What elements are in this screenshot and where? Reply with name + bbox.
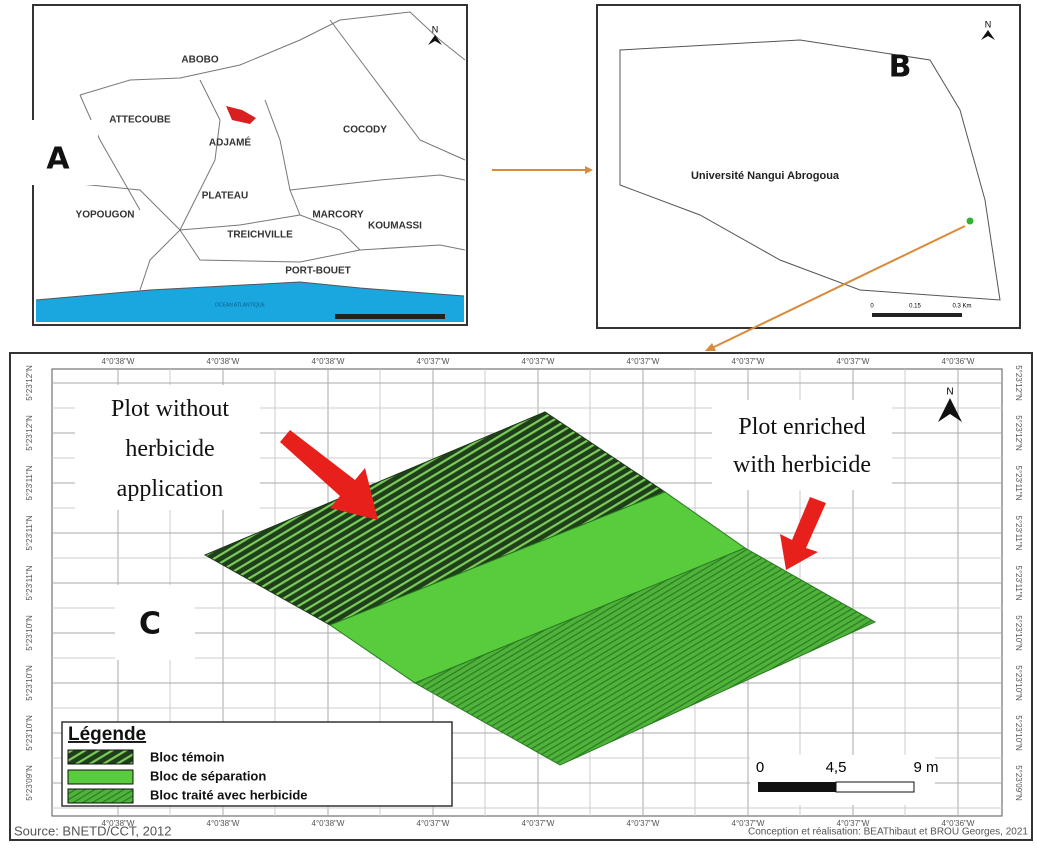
latitude-label: 5°23'11"N <box>1014 466 1023 501</box>
latitude-label: 5°23'11"N <box>1014 566 1023 601</box>
scale-label: 4,5 <box>826 759 847 776</box>
panel-letter: B <box>889 50 912 85</box>
latitude-label: 5°23'11"N <box>25 465 34 500</box>
longitude-label: 4°0'37"W <box>627 357 660 366</box>
longitude-label: 4°0'37"W <box>732 357 765 366</box>
latitude-label: 5°23'09"N <box>1014 765 1023 801</box>
north-label: N <box>432 24 439 34</box>
longitude-label: 4°0'38"W <box>312 819 345 828</box>
district-label: ADJAMÉ <box>209 136 252 149</box>
panel-a: N ABOBO ATTECOUBE ADJAMÉ COCODY PLATEAU … <box>18 5 467 325</box>
latitude-label: 5°23'12"N <box>1014 415 1023 451</box>
district-label: ATTECOUBE <box>109 115 171 126</box>
legend-item: Bloc traité avec herbicide <box>150 787 308 802</box>
legend-item: Bloc témoin <box>150 749 224 764</box>
callout-line: with herbicide <box>733 452 871 478</box>
latitude-label: 5°23'11"N <box>1014 516 1023 551</box>
latitude-label: 5°23'12"N <box>25 415 34 451</box>
scale-label: 9 m <box>913 759 938 776</box>
district-label: PLATEAU <box>202 191 248 202</box>
source: Source: BNETD/CCT, 2012 <box>14 823 172 838</box>
district-label: TREICHVILLE <box>227 230 293 241</box>
district-label: COCODY <box>343 125 387 136</box>
district-label: KOUMASSI <box>368 221 422 232</box>
longitude-label: 4°0'37"W <box>417 819 450 828</box>
north-label: N <box>985 19 992 29</box>
longitude-label: 4°0'38"W <box>207 357 240 366</box>
latitude-label: 5°23'11"N <box>25 565 34 600</box>
longitude-label: 4°0'37"W <box>627 819 660 828</box>
district-label: YOPOUGON <box>76 210 135 221</box>
longitude-label: 4°0'37"W <box>837 357 870 366</box>
longitude-label: 4°0'36"W <box>942 357 975 366</box>
district-label: ABOBO <box>181 55 218 66</box>
legend-item: Bloc de séparation <box>150 768 266 783</box>
panel-letter: C <box>139 607 161 642</box>
callout-line: Plot enriched <box>738 414 865 440</box>
latitude-label: 5°23'12"N <box>1014 365 1023 401</box>
longitude-label: 4°0'38"W <box>102 357 135 366</box>
figure: N ABOBO ATTECOUBE ADJAMÉ COCODY PLATEAU … <box>0 0 1037 845</box>
latitude-label: 5°23'10"N <box>1014 715 1023 751</box>
longitude-label: 4°0'37"W <box>417 357 450 366</box>
scale-label: 0 <box>756 759 764 776</box>
district-label: PORT-BOUET <box>285 266 351 277</box>
legend-title: Légende <box>68 724 146 745</box>
latitude-label: 5°23'10"N <box>1014 665 1023 701</box>
longitude-label: 4°0'38"W <box>207 819 240 828</box>
sea-label: OCEAN ATLANTIQUE <box>215 302 266 308</box>
place-label: Université Nangui Abrogoua <box>691 170 840 182</box>
latitude-label: 5°23'11"N <box>25 515 34 550</box>
north-label: N <box>946 387 953 398</box>
latitude-label: 5°23'09"N <box>25 765 34 801</box>
latitude-label: 5°23'12"N <box>25 365 34 401</box>
callout: Plot without herbicide application <box>111 396 229 502</box>
panel-b: N B Université Nangui Abrogoua 0 0.15 0.… <box>597 5 1020 328</box>
panel-letter: A <box>46 142 70 177</box>
callout-line: application <box>117 476 224 502</box>
longitude-label: 4°0'37"W <box>522 819 555 828</box>
callout-line: Plot without <box>111 396 229 422</box>
panel-c: 4°0'38"W 4°0'38"W 4°0'38"W 4°0'38"W 4°0'38"W… <box>10 353 1032 840</box>
longitude-label: 4°0'37"W <box>522 357 555 366</box>
scale-label: 0.3 Km <box>952 304 971 310</box>
credit: Conception et réalisation: BEAThibaut et… <box>748 827 1028 838</box>
longitude-label: 4°0'38"W <box>312 357 345 366</box>
district-label: MARCORY <box>312 210 364 221</box>
latitude-label: 5°23'10"N <box>25 665 34 701</box>
latitude-label: 5°23'10"N <box>25 615 34 651</box>
latitude-label: 5°23'10"N <box>1014 615 1023 651</box>
scale-label: 0.15 <box>909 304 921 310</box>
latitude-label: 5°23'10"N <box>25 715 34 751</box>
callout-line: herbicide <box>125 436 214 462</box>
